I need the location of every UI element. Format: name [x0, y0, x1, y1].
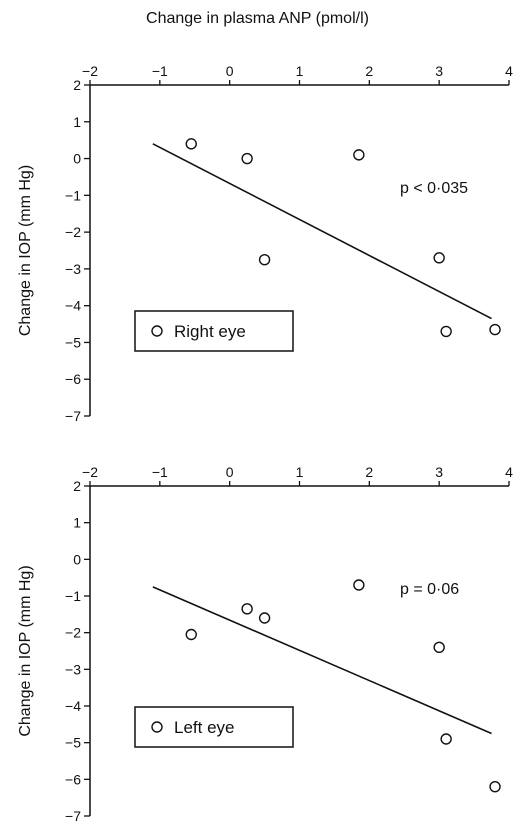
- panel-2-x-tick-label: 4: [505, 464, 513, 480]
- panel-1-legend-marker: [151, 325, 163, 337]
- panel-2-y-tick-label: 1: [73, 515, 81, 531]
- panel-2-y-tick-label: 0: [73, 551, 81, 567]
- panel-2-x-tick-label: −1: [152, 464, 168, 480]
- panel-1-y-tick-label: −7: [65, 408, 81, 424]
- panel-2-p-value: p = 0·06: [400, 581, 459, 598]
- panel-1-data-point: [258, 253, 271, 266]
- panel-1-p-value: p < 0·035: [400, 180, 468, 197]
- panel-2-legend-label: Left eye: [174, 718, 235, 737]
- panel-1-legend-label: Right eye: [174, 322, 246, 341]
- panel-2-legend-marker: [151, 721, 163, 733]
- panel-1-data-point: [353, 149, 365, 161]
- panel-1-data-point: [433, 252, 445, 264]
- panel-1-y-tick-label: −2: [65, 224, 81, 240]
- panel-2-data-point: [489, 780, 501, 793]
- panel-2-y-tick-label: −4: [65, 698, 81, 714]
- panel-1-x-tick-label: −1: [152, 63, 168, 79]
- panel-1-y-tick-label: −3: [65, 261, 81, 277]
- panel-2-y-tick-label: −2: [65, 625, 81, 641]
- panel-2-x-tick-label: 0: [226, 464, 234, 480]
- panel-1-y-tick-label: −6: [65, 371, 81, 387]
- panel-2-x-tick-label: 2: [365, 464, 373, 480]
- panel-1-x-tick-label: 0: [226, 63, 234, 79]
- panel-1-y-tick-label: 2: [73, 77, 81, 93]
- panel-1-y-tick-label: 0: [73, 151, 81, 167]
- panel-1-y-axis-label: Change in IOP (mm Hg): [17, 165, 34, 336]
- panel-1-data-point: [185, 138, 197, 150]
- panel-1-y-tick-label: 1: [73, 114, 81, 130]
- panel-2-y-tick-label: 2: [73, 478, 81, 494]
- panel-2-data-point: [433, 641, 445, 654]
- panel-1-y-tick-label: −1: [65, 187, 81, 203]
- panel-2-data-point: [241, 603, 253, 615]
- panel-1-regression-line: [152, 143, 492, 320]
- panel-2-y-tick-label: −5: [65, 735, 81, 751]
- panel-1-x-tick-label: 2: [365, 63, 373, 79]
- panel-2-y-tick-label: −3: [65, 661, 81, 677]
- panel-2-y-axis-label: Change in IOP (mm Hg): [17, 565, 34, 736]
- panel-1-data-point: [489, 323, 501, 336]
- panel-1-y-tick-label: −4: [65, 298, 81, 314]
- panel-2: −2 −1 0 1 2 3 4 2 1 0 −1 −2 −3 −4 −5 −6 −7 Change in IOP …: [17, 464, 513, 823]
- panel-2-y-tick-label: −1: [65, 588, 81, 604]
- panel-1-x-tick-label: 1: [296, 63, 304, 79]
- panel-2-data-point: [185, 628, 197, 641]
- panel-2-y-tick-label: −6: [65, 771, 81, 787]
- panel-1-x-tick-label: −2: [82, 63, 98, 79]
- panel-1-x-tick-label: 4: [505, 63, 513, 79]
- panel-2-y-tick-label: −7: [65, 808, 81, 823]
- panel-1-y-tick-label: −5: [65, 334, 81, 350]
- panel-2-regression-line: [152, 586, 492, 735]
- panel-2-data-point: [353, 579, 365, 591]
- panel-2-data-point: [258, 612, 271, 624]
- panel-2-x-tick-label: 1: [296, 464, 304, 480]
- panel-2-data-point: [440, 733, 452, 745]
- panel-2-x-tick-label: −2: [82, 464, 98, 480]
- panel-1-data-point: [241, 152, 253, 165]
- panel-1: −2 −1 0 1 2 3 4 2 1 0 −1 −2 −3 −4 −5 −6 −7 Change in IOP …: [17, 63, 513, 424]
- figure-title: Change in plasma ANP (pmol/l): [146, 10, 369, 27]
- panel-1-x-tick-label: 3: [435, 63, 443, 79]
- panel-1-data-point: [440, 325, 452, 338]
- panel-2-x-tick-label: 3: [435, 464, 443, 480]
